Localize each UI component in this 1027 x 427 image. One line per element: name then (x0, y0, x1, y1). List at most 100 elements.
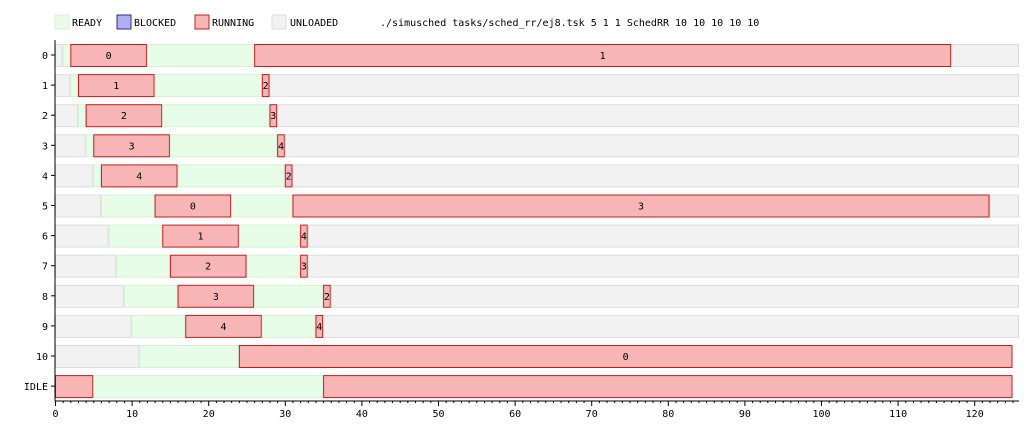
segment-ready (154, 74, 262, 98)
segment-running (77, 74, 155, 98)
segment-running (269, 104, 278, 128)
segment-running (323, 284, 331, 308)
segment-unloaded (55, 254, 117, 278)
row-label: 7 (42, 262, 48, 273)
segment-running (238, 345, 1013, 368)
segment-unloaded (277, 104, 1019, 128)
segment-running (177, 284, 255, 308)
segment-running (323, 375, 1013, 399)
segment-unloaded (307, 254, 1019, 278)
segment-running (300, 254, 308, 278)
row-label: 2 (42, 111, 48, 122)
segment-ready (108, 224, 163, 248)
segment-label: 2 (286, 171, 292, 182)
x-tick-label: 90 (739, 409, 751, 420)
row-label: 0 (42, 51, 48, 62)
segment-label: 1 (113, 81, 119, 92)
segment-ready (254, 284, 324, 308)
segment-running (85, 104, 163, 128)
segment-label: 1 (600, 51, 606, 62)
row-label: 1 (42, 81, 48, 92)
segment-label: 4 (136, 171, 142, 182)
segment-unloaded (55, 44, 63, 67)
segment-unloaded (55, 134, 86, 158)
row-8: 8 3 2 (42, 284, 1019, 308)
legend-label-ready: READY (72, 18, 102, 29)
segment-ready (100, 194, 155, 218)
x-tick-label: 120 (966, 409, 984, 420)
segment-unloaded (55, 314, 132, 338)
segment-running (55, 375, 94, 399)
segment-label: 0 (623, 352, 629, 363)
segment-unloaded (55, 74, 71, 98)
x-tick-label: 30 (279, 409, 291, 420)
segment-unloaded (989, 194, 1020, 218)
segment-label: 2 (324, 292, 330, 303)
segment-ready (131, 314, 186, 338)
segment-unloaded (307, 224, 1019, 248)
segment-label: 2 (263, 81, 269, 92)
legend-label-blocked: BLOCKED (134, 18, 176, 29)
legend-swatch-running (194, 14, 210, 30)
row-4: 4 4 2 (42, 164, 1019, 188)
segment-running (292, 194, 990, 218)
segment-unloaded (55, 164, 94, 188)
segment-ready (93, 375, 324, 399)
segment-label: 3 (638, 202, 644, 213)
segment-ready (62, 44, 71, 67)
segment-ready (162, 104, 270, 128)
segment-unloaded (951, 44, 1019, 67)
segment-label: 4 (316, 322, 322, 333)
segment-running (154, 194, 232, 218)
row-label: 9 (42, 322, 48, 333)
segment-running (254, 44, 952, 67)
row-9: 9 4 4 (42, 314, 1020, 338)
segment-running (185, 314, 262, 338)
segment-running (169, 254, 247, 278)
segment-unloaded (55, 345, 140, 368)
legend-swatch-blocked (116, 14, 132, 30)
segment-running (100, 164, 178, 188)
segment-running (284, 164, 293, 188)
segment-running (162, 224, 239, 248)
row-label: 8 (42, 292, 48, 303)
x-tick-label: 40 (356, 409, 368, 420)
row-IDLE: IDLE (24, 375, 1013, 399)
segment-label: 2 (205, 262, 211, 273)
row-10: 10 0 (36, 345, 1013, 368)
segment-running (277, 134, 285, 158)
row-1: 1 1 2 (42, 74, 1020, 98)
row-7: 7 2 3 (42, 254, 1019, 278)
command-line: ./simusched tasks/sched_rr/ej8.tsk 5 1 1… (380, 18, 759, 29)
x-tick-label: 20 (203, 409, 215, 420)
segment-ready (231, 194, 293, 218)
x-tick-label: 10 (126, 409, 138, 420)
segment-label: 0 (190, 202, 196, 213)
segment-unloaded (55, 194, 101, 218)
segment-label: 4 (301, 232, 307, 243)
segment-running (261, 74, 270, 98)
segment-ready (246, 254, 301, 278)
segment-label: 4 (278, 141, 284, 152)
row-label: 10 (36, 352, 48, 363)
x-tick-label: 0 (52, 409, 58, 420)
segment-ready (146, 44, 255, 67)
row-label: IDLE (24, 382, 48, 393)
segment-unloaded (330, 284, 1019, 308)
segment-ready (261, 314, 316, 338)
segment-unloaded (323, 314, 1020, 338)
row-3: 3 3 4 (42, 134, 1019, 158)
segment-unloaded (55, 284, 124, 308)
x-tick-label: 50 (432, 409, 444, 420)
segment-ready (238, 224, 301, 248)
legend-swatch-ready (54, 14, 70, 30)
segment-ready (77, 104, 86, 128)
segment-running (93, 134, 170, 158)
segment-ready (93, 164, 101, 188)
segment-ready (169, 134, 278, 158)
x-tick-label: 100 (812, 409, 830, 420)
row-label: 4 (42, 171, 48, 182)
legend: READY BLOCKED RUNNING UNLOADED ./simusch… (54, 14, 759, 30)
segment-unloaded (55, 104, 78, 128)
